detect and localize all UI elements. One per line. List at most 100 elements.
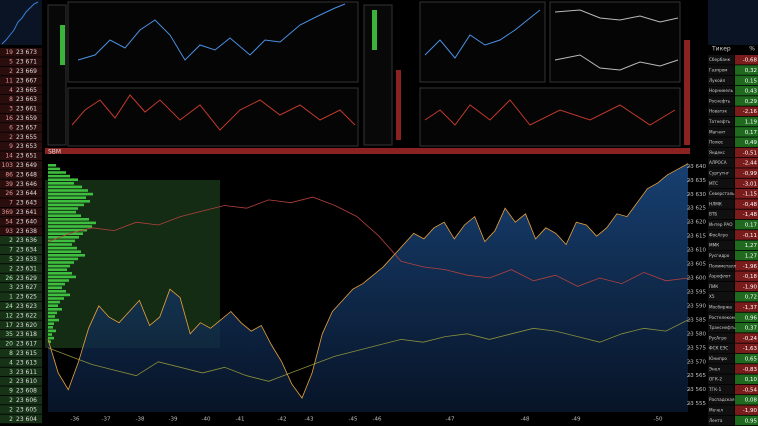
price-area [48,163,688,412]
watch-name-cell [708,147,734,158]
watch-name: ТГК-1 [708,387,722,392]
watch-name: Энел [709,366,720,371]
watch-change: -1,37 [743,305,758,311]
watch-value-cell [735,147,758,158]
book-size: 26 [5,275,13,282]
watch-value-cell [735,250,758,261]
x-tick-label: -41 [236,417,245,423]
watchlist: Тикер % Сбербанк -0,68 Газпром 0,32 Лукойл 0,15… [708,46,758,426]
watch-name-cell [708,312,734,323]
watch-name: X5 [709,294,715,299]
watch-change: -1,90 [743,408,758,414]
y-tick-label: 23 575 [687,345,707,351]
panel [67,87,359,147]
watch-change: 0,17 [745,130,758,136]
watch-name: Транснефть [708,325,736,330]
watch-name: Юнипро [709,356,727,361]
book-size: 35 [5,331,13,338]
volume-bar [48,286,62,289]
watch-header: % [749,46,755,53]
y-tick-label: 23 635 [687,178,707,184]
watch-name-cell [708,250,734,261]
watch-name: Полиметалл [709,263,737,268]
watch-change: 0,96 [745,315,758,321]
watch-name: Мосбиржа [709,304,732,309]
watch-change: -2,16 [743,109,758,115]
book-price: 23 611 [16,369,37,376]
watch-change: -0,48 [743,202,758,208]
volume-bar [48,218,89,221]
y-tick-label: 23 610 [687,248,707,254]
book-size: 2 [9,265,13,272]
volume-bar [48,333,52,336]
panel-line [554,54,679,71]
volume-bar [48,178,78,181]
x-tick-label: -38 [136,417,145,423]
watch-change: -1,48 [743,212,758,218]
book-price: 23 613 [16,359,37,366]
volume-bar [48,329,56,333]
panel-line [554,9,679,23]
watch-change: 0,43 [745,89,758,95]
watch-name-cell [708,240,734,251]
watch-value-cell [735,312,758,323]
watch-value-cell [735,178,758,189]
book-size: 4 [9,359,13,366]
panel [419,1,546,83]
book-price: 23 638 [16,228,37,235]
book-row [0,66,42,76]
book-size: 19 [5,49,13,56]
book-size: 2 [9,378,13,385]
book-price: 23 640 [16,218,37,225]
watch-name: Распадская [709,397,735,402]
watch-value-cell [735,65,758,75]
panel [67,1,359,83]
watch-name: НЛМК [709,201,722,206]
volume-bar [48,308,62,311]
watch-value-cell [735,116,758,127]
book-size: 17 [5,322,13,329]
x-tick-label: -43 [305,417,314,423]
watch-change: -1,15 [743,192,758,198]
watch-change: -0,99 [743,171,758,177]
watch-change: -2,44 [743,161,758,167]
x-tick-label: -48 [521,417,530,423]
watch-change: -3,01 [743,181,757,187]
watch-change: 0,49 [745,140,758,146]
y-tick-label: 23 560 [687,387,707,393]
book-row [0,113,42,123]
book-size: 8 [9,350,13,357]
volume-bar [48,300,60,304]
watch-change: -1,96 [743,264,758,270]
volume-bar [48,236,79,239]
watch-name: Аэрофлот [709,274,731,279]
book-price: 23 608 [16,388,37,395]
book-price: 23 673 [16,49,37,56]
book-size: 3 [9,284,13,291]
book-row [0,283,42,292]
watch-change: -1,90 [743,284,758,290]
book-size: 369 [2,209,14,216]
volume-bar [48,261,74,264]
watch-name-cell [708,374,734,384]
book-size: 3 [9,106,13,113]
book-price: 23 625 [16,294,37,301]
book-row [0,207,42,217]
y-tick-label: 23 600 [687,276,707,282]
watch-name-cell [708,85,734,96]
book-row [0,123,42,132]
volume-bar [48,243,72,246]
watch-name-cell [708,343,734,354]
volume-bar [48,282,65,286]
volume-bar [48,246,77,250]
watch-name-cell [708,127,734,137]
watch-change: -0,51 [743,150,757,156]
gauge-bar [396,70,401,140]
watch-name-cell [708,384,734,395]
watch-name: РусАгро [709,335,727,340]
volume-bar [48,268,67,271]
volume-bar [48,228,87,232]
watch-name-cell [708,96,734,106]
watch-change: -0,11 [743,233,757,239]
